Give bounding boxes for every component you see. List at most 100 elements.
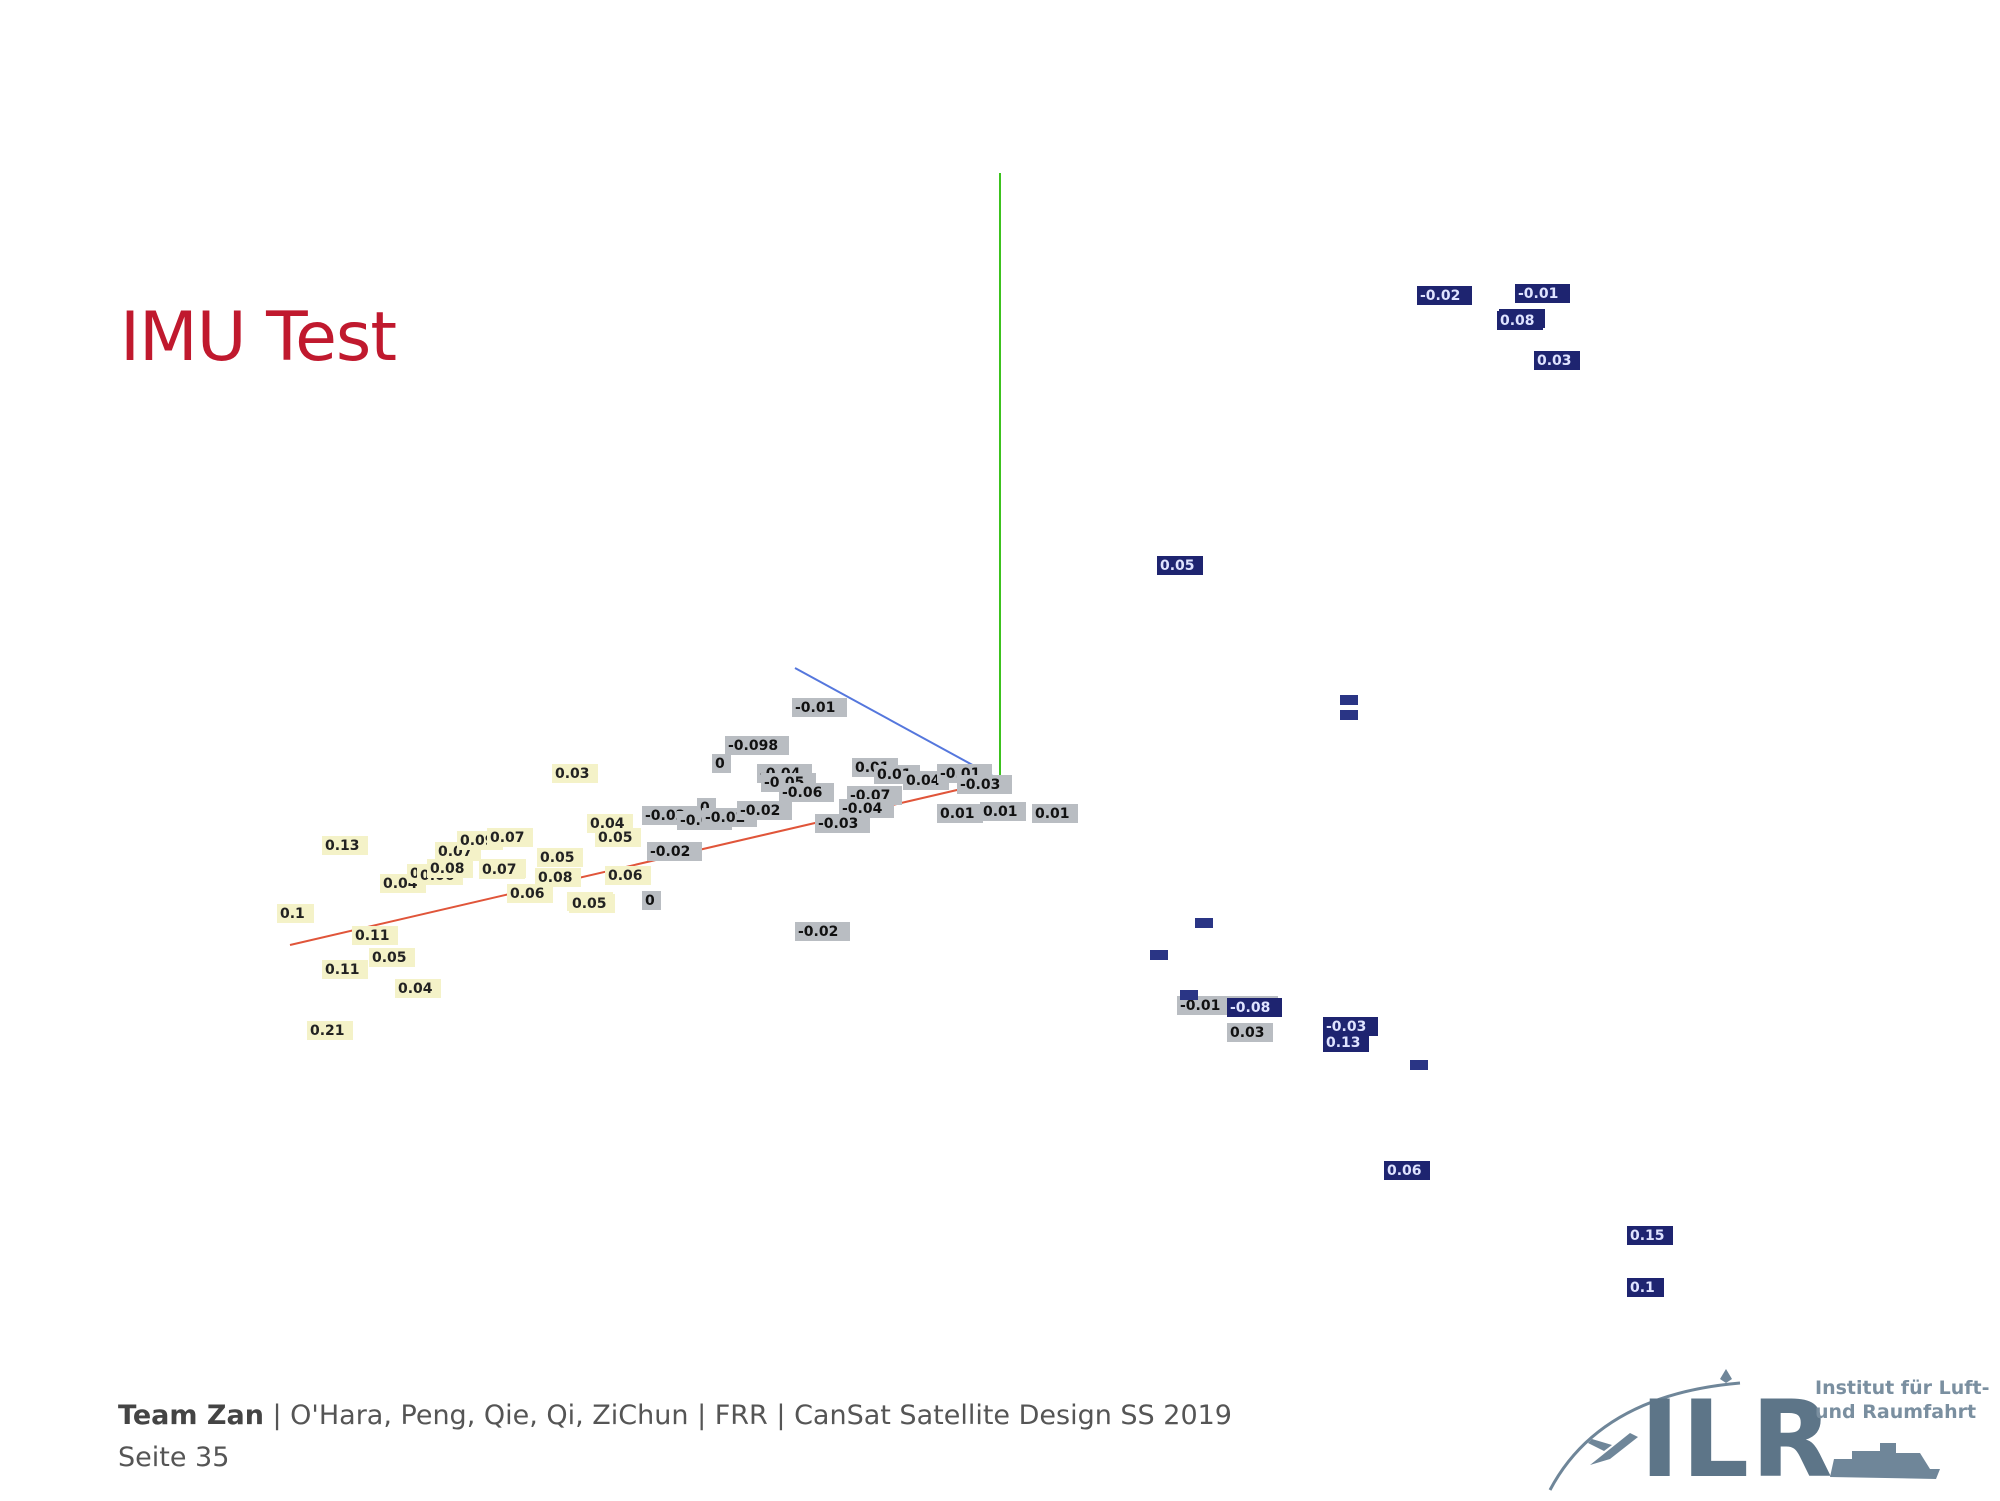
point-label: -0.02 xyxy=(647,842,702,861)
point-label-text: -0.02 xyxy=(650,844,690,860)
point-label-bg xyxy=(647,842,702,861)
point-label: 0.03 xyxy=(1227,1023,1273,1042)
point-label: -0.01 xyxy=(1177,996,1232,1015)
point-label-bg xyxy=(1323,1033,1369,1052)
point-label: 0.05 xyxy=(1157,556,1203,575)
point-marker xyxy=(1150,950,1168,960)
logo-line-1: Institut für Luft- xyxy=(1815,1377,1990,1399)
point-label-text: 0.03 xyxy=(1230,1025,1265,1041)
point-label-bg xyxy=(507,884,553,903)
point-label-bg xyxy=(839,799,894,818)
point-label-bg xyxy=(552,764,598,783)
point-label: 0.11 xyxy=(352,926,398,945)
point-label-bg xyxy=(642,891,661,910)
logo-line-2: und Raumfahrt xyxy=(1815,1401,1977,1423)
point-label: 0.05 xyxy=(569,894,615,913)
point-label-text: 0.04 xyxy=(906,773,941,789)
point-label-text: 0.21 xyxy=(310,1023,345,1039)
point-label-bg xyxy=(427,859,473,878)
point-label: -0.08 xyxy=(1227,998,1282,1017)
point-label-text: 0.08 xyxy=(430,861,465,877)
point-label-text: 0.06 xyxy=(608,868,643,884)
point-label-bg xyxy=(937,804,983,823)
point-label-bg xyxy=(1384,1161,1430,1180)
point-label: 0.07 xyxy=(487,828,533,847)
point-label: -0.02 xyxy=(795,922,850,941)
point-marker xyxy=(1180,990,1198,1000)
orbit-swoosh xyxy=(1548,1381,1741,1491)
point-label: 0.06 xyxy=(507,884,553,903)
point-label-bg xyxy=(1032,804,1078,823)
point-label-bg xyxy=(957,775,1012,794)
point-label-text: 0 xyxy=(715,756,725,772)
point-label-text: -0.01 xyxy=(1518,286,1558,302)
point-label-text: -0.03 xyxy=(1326,1019,1366,1035)
point-label-bg xyxy=(1534,351,1580,370)
point-label-text: 0.01 xyxy=(983,804,1018,820)
point-label: 0.08 xyxy=(535,868,581,887)
point-label-text: 0 xyxy=(645,893,655,909)
point-label-text: -0.02 xyxy=(705,810,745,826)
point-label-text: -0.01 xyxy=(1180,998,1220,1014)
point-label-text: -0.02 xyxy=(1420,288,1460,304)
point-label-text: -0.08 xyxy=(1230,1000,1270,1016)
point-label-text: 0.04 xyxy=(398,981,433,997)
point-marker xyxy=(1195,918,1213,928)
point-label-bg xyxy=(322,836,368,855)
point-label-text: 0.01 xyxy=(1035,806,1070,822)
point-label-bg xyxy=(795,922,850,941)
point-label-text: -0.06 xyxy=(782,785,822,801)
point-label-text: 0.15 xyxy=(1630,1228,1665,1244)
footer-credits: Team Zan | O'Hara, Peng, Qie, Qi, ZiChun… xyxy=(118,1400,1232,1431)
point-label-bg xyxy=(779,783,834,802)
point-label: -0.04 xyxy=(839,799,894,818)
point-label-bg xyxy=(352,926,398,945)
z-axis-line xyxy=(794,667,1001,781)
slide-title: IMU Test xyxy=(120,298,397,377)
point-label: -0.02 xyxy=(1417,286,1472,305)
point-label-text: 0.1 xyxy=(280,906,305,922)
point-label: 0.08 xyxy=(1497,311,1543,330)
point-label-text: 0.07 xyxy=(490,830,525,846)
point-label-text: -0.01 xyxy=(795,700,835,716)
point-label-bg xyxy=(1627,1278,1664,1297)
point-label: 0.13 xyxy=(1323,1033,1369,1052)
point-label: 0.06 xyxy=(605,866,651,885)
point-label: 0.1 xyxy=(1627,1278,1664,1297)
satellite-icon xyxy=(1720,1369,1732,1383)
point-label-bg xyxy=(369,948,415,967)
point-label: 0 xyxy=(642,891,661,910)
point-label: 0.04 xyxy=(395,979,441,998)
footer-team: Team Zan xyxy=(118,1400,264,1431)
point-label-bg xyxy=(535,868,581,887)
point-label-text: 0.01 xyxy=(877,767,912,783)
point-label-text: 0.01 xyxy=(940,806,975,822)
point-label: 0.01 xyxy=(980,802,1026,821)
ilr-logo-caption: Institut für Luft- und Raumfahrt xyxy=(1815,1376,1989,1424)
point-label: 0.05 xyxy=(595,828,641,847)
point-marker xyxy=(1410,1060,1428,1070)
point-label-bg xyxy=(1157,556,1203,575)
point-label-text: 0.05 xyxy=(372,950,407,966)
point-label-bg xyxy=(1417,286,1472,305)
point-label-text: 0.05 xyxy=(572,896,607,912)
point-label: 0.15 xyxy=(1627,1226,1673,1245)
point-label-text: 0.11 xyxy=(355,928,390,944)
point-label-bg xyxy=(725,736,789,755)
point-label-text: 0.05 xyxy=(598,830,633,846)
point-label: 0.05 xyxy=(369,948,415,967)
ilr-logo-graphic xyxy=(1548,1369,1940,1491)
plane-icon xyxy=(1588,1433,1638,1465)
point-label-text: 0.06 xyxy=(1387,1163,1422,1179)
point-label-bg xyxy=(395,979,441,998)
point-label-text: 0.11 xyxy=(325,962,360,978)
point-label-bg xyxy=(1627,1226,1673,1245)
point-label: -0.03 xyxy=(957,775,1012,794)
point-label-text: -0.03 xyxy=(960,777,1000,793)
point-label-bg xyxy=(307,1021,353,1040)
point-label: 0 xyxy=(712,754,731,773)
point-label-bg xyxy=(277,904,314,923)
point-label-text: 0.1 xyxy=(1630,1280,1655,1296)
page-number: Seite 35 xyxy=(118,1442,230,1473)
